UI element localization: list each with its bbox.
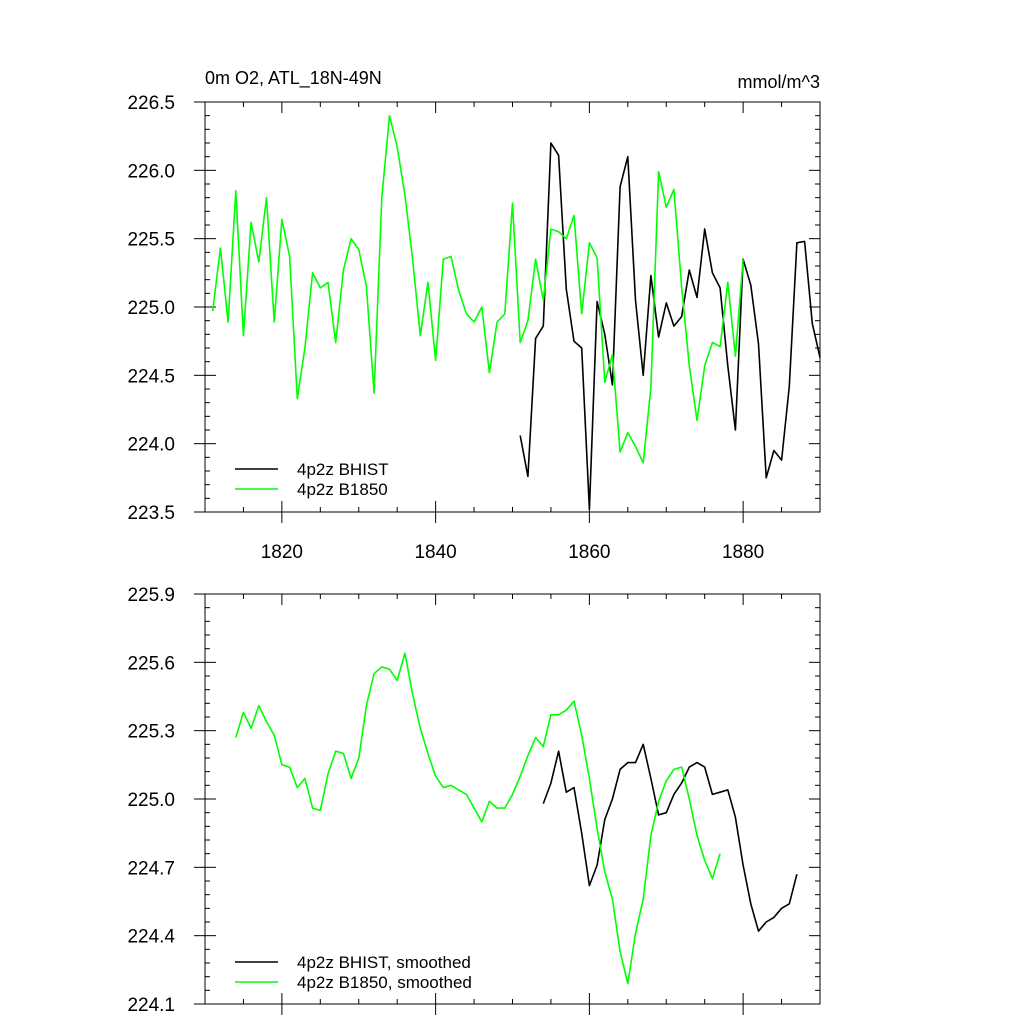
y-tick-label: 225.0 xyxy=(127,790,175,811)
y-tick-label: 224.7 xyxy=(127,858,175,879)
series-line-bhist xyxy=(542,743,798,932)
chart-panel-top: 1820 1840 1860 1880 223.5 224.0 224.5 225.0 225.… xyxy=(127,68,821,563)
x-tick-label: 1820 xyxy=(261,542,303,563)
series-line-b1850 xyxy=(211,114,744,464)
y-tick-label: 225.6 xyxy=(127,653,175,674)
y-tick-label: 226.0 xyxy=(127,161,175,182)
legend-label: 4p2z B1850 xyxy=(297,480,388,499)
x-tick-label: 1880 xyxy=(722,542,764,563)
y-tick-label: 226.5 xyxy=(127,93,175,114)
y-tick-label: 225.5 xyxy=(127,230,175,251)
series-line-bhist xyxy=(519,142,821,511)
x-tick-label: 1860 xyxy=(568,542,610,563)
legend-label: 4p2z BHIST, smoothed xyxy=(297,953,471,972)
y-tick-label: 225.0 xyxy=(127,298,175,319)
plot-frame xyxy=(204,101,821,513)
y-tick-label: 224.5 xyxy=(127,366,175,387)
y-tick-label: 225.3 xyxy=(127,722,175,743)
legend-label: 4p2z BHIST xyxy=(297,460,389,479)
x-tick-label: 1840 xyxy=(414,542,456,563)
chart-panel-bottom: 224.1 224.4 224.7 225.0 225.3 225.6 225.9 4p2z … xyxy=(127,585,821,1016)
y-tick-label: 224.1 xyxy=(127,995,175,1016)
series-line-b1850 xyxy=(235,652,721,985)
y-tick-label: 223.5 xyxy=(127,503,175,524)
plot-frame xyxy=(204,593,821,1005)
y-tick-label: 224.4 xyxy=(127,927,175,948)
chart-title: 0m O2, ATL_18N-49N xyxy=(205,68,382,89)
y-tick-label: 224.0 xyxy=(127,435,175,456)
legend-label: 4p2z B1850, smoothed xyxy=(297,973,472,992)
y-tick-label: 225.9 xyxy=(127,585,175,606)
units-label: mmol/m^3 xyxy=(738,72,820,92)
